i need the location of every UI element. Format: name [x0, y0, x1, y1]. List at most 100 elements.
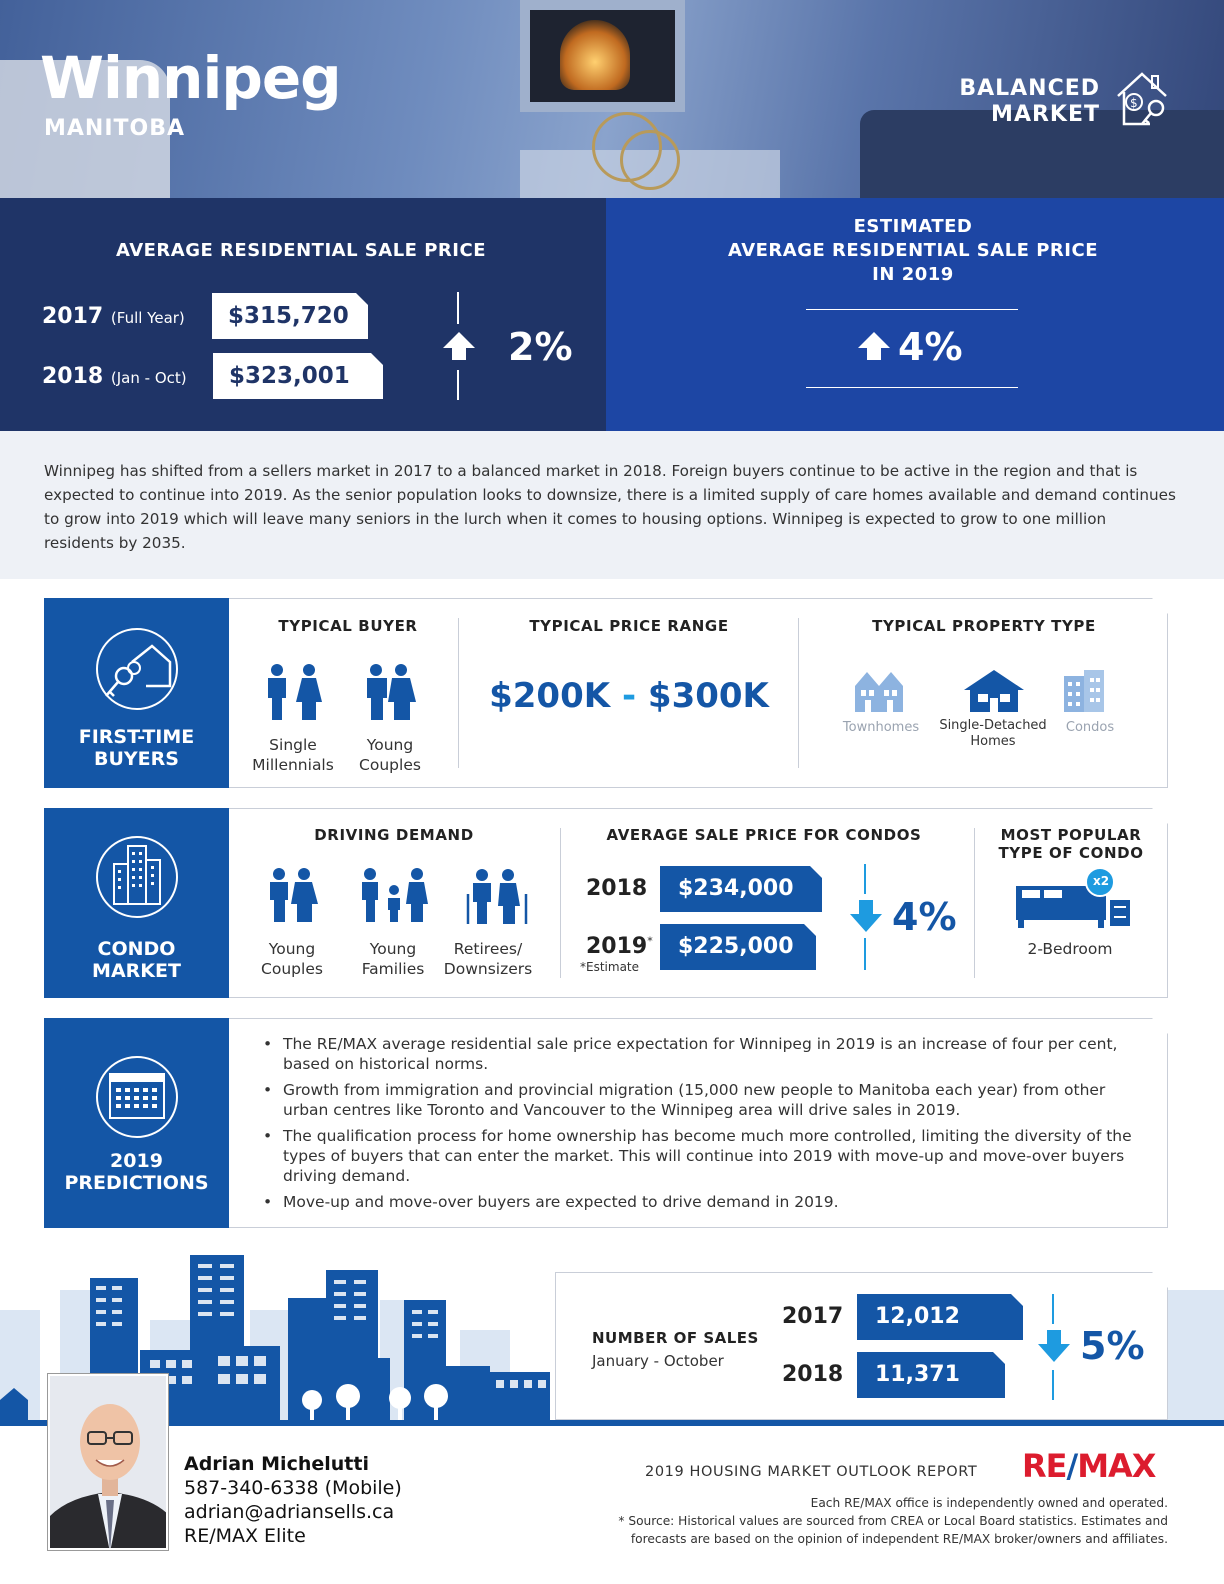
range-dash: - [621, 676, 637, 716]
disclaimer: Each RE/MAX office is independently owne… [570, 1494, 1168, 1548]
label-line: Single-Detached [939, 718, 1047, 733]
divider [806, 309, 1018, 310]
label-line: Retirees/ [453, 940, 523, 958]
bed-count-badge: x2 [1092, 874, 1110, 888]
divider [1052, 1294, 1054, 1324]
sales-2017-value: 12,012 [857, 1294, 1023, 1340]
label-line: 2019 [110, 1150, 163, 1172]
divider [1052, 1370, 1054, 1400]
report-title: 2019 HOUSING MARKET OUTLOOK REPORT [645, 1464, 978, 1480]
divider [560, 828, 561, 978]
divider [974, 828, 975, 978]
first-time-label: FIRST-TIME BUYERS [44, 726, 229, 770]
townhome-icon [855, 672, 903, 712]
brand-slash: / [1066, 1447, 1079, 1485]
estimate-title-line3: IN 2019 [872, 264, 954, 285]
estimate-title-line1: ESTIMATED [853, 216, 973, 237]
condo-price-2019: $225,000 [660, 924, 816, 970]
disclaimer-line: Each RE/MAX office is independently owne… [810, 1496, 1168, 1510]
asterisk: * [647, 934, 653, 948]
agent-name: Adrian Michelutti [184, 1453, 369, 1475]
prediction-bullet: Move-up and move-over buyers are expecte… [263, 1192, 1143, 1212]
prediction-bullet: The qualification process for home owner… [263, 1126, 1143, 1186]
brand-part: RE [1022, 1447, 1067, 1485]
divider [457, 292, 459, 324]
first-time-sidebar: FIRST-TIME BUYERS [44, 598, 229, 788]
buyer-young-couples: Young Couples [344, 735, 436, 775]
market-status: BALANCED MARKET [930, 76, 1100, 128]
intro-section [0, 431, 1224, 579]
divider [457, 370, 459, 400]
divider [458, 618, 459, 768]
label-line: PREDICTIONS [64, 1172, 209, 1194]
label-line: Families [361, 960, 425, 978]
market-status-line2: MARKET [991, 102, 1100, 127]
title-line: MOST POPULAR [1000, 826, 1142, 844]
property-type-title: TYPICAL PROPERTY TYPE [872, 617, 1096, 635]
condo-change-pct: 4% [892, 895, 957, 939]
label-line: Young [268, 940, 316, 958]
city-title: Winnipeg [40, 44, 342, 112]
people-icon [268, 664, 322, 720]
estimate-title: ESTIMATED AVERAGE RESIDENTIAL SALE PRICE… [606, 215, 1220, 287]
demand-retirees: Retirees/ Downsizers [436, 939, 540, 979]
buyer-single-millennials: Single Millennials [248, 735, 338, 775]
condo-market-card [44, 808, 1168, 998]
hero-flame-shape [560, 20, 630, 90]
people-icon [362, 868, 428, 922]
period-label: (Full Year) [110, 309, 185, 327]
condo-building-icon [96, 836, 178, 918]
sales-change-pct: 5% [1080, 1324, 1145, 1368]
hero-chair-shape [0, 60, 170, 198]
sales-year-2017: 2017 [782, 1304, 844, 1329]
label-line: Downsizers [443, 960, 533, 978]
hero-banner [0, 0, 1224, 198]
divider [864, 864, 866, 894]
divider [864, 938, 866, 970]
year-2018-row: 2018 (Jan - Oct) [42, 364, 187, 389]
divider [798, 618, 799, 768]
avg-price-title: AVERAGE RESIDENTIAL SALE PRICE [115, 240, 486, 261]
label-line: Young [369, 940, 417, 958]
label-line: Single [269, 736, 317, 754]
label-line: Young [366, 736, 414, 754]
condo-label: CONDO MARKET [44, 938, 229, 982]
agent-phone[interactable]: 587-340-6338 (Mobile) [184, 1477, 402, 1499]
predictions-sidebar: 2019 PREDICTIONS [44, 1018, 229, 1228]
hero-decor-ball [620, 130, 680, 190]
range-low: $200K [489, 676, 611, 716]
hero-sofa-shape [860, 110, 1224, 198]
up-arrow-icon [858, 332, 890, 360]
intro-paragraph: Winnipeg has shifted from a sellers mark… [44, 462, 1176, 552]
price-range-value: $200K - $300K [470, 676, 788, 716]
disclaimer-line: * Source: Historical values are sourced … [618, 1514, 1168, 1528]
label-line: CONDO [97, 938, 176, 960]
title-line: TYPE OF CONDO [998, 844, 1144, 862]
type-condos: Condos [1065, 720, 1115, 735]
year-label: 2019 [586, 934, 648, 959]
hero-fireplace-shape [520, 0, 685, 112]
type-single-detached: Single-Detached Homes [932, 718, 1054, 750]
type-townhomes: Townhomes [842, 720, 920, 735]
label-line: Millennials [252, 756, 334, 774]
label-line: Couples [261, 960, 323, 978]
agent-email[interactable]: adrian@adriansells.ca [184, 1501, 395, 1523]
people-icon [367, 664, 416, 720]
sales-period: January - October [592, 1352, 724, 1370]
agent-office: RE/MAX Elite [184, 1525, 306, 1547]
market-status-line1: BALANCED [959, 76, 1100, 101]
avg-condo-price-title: AVERAGE SALE PRICE FOR CONDOS [606, 826, 922, 844]
condo-year-2018: 2018 [586, 876, 648, 901]
label-line: BUYERS [94, 748, 179, 770]
condo-icon [1064, 670, 1104, 712]
predictions-label: 2019 PREDICTIONS [44, 1150, 229, 1194]
demand-young-families: Young Families [348, 939, 438, 979]
down-arrow-icon [1038, 1330, 1070, 1362]
estimate-note: *Estimate [580, 960, 640, 974]
label-line: FIRST-TIME [78, 726, 195, 748]
condo-sidebar: CONDO MARKET [44, 808, 229, 998]
price-2017: $315,720 [212, 293, 368, 339]
sales-title: NUMBER OF SALES [592, 1329, 759, 1347]
footer-strip [0, 1420, 1224, 1426]
year-label: 2017 [42, 304, 104, 329]
